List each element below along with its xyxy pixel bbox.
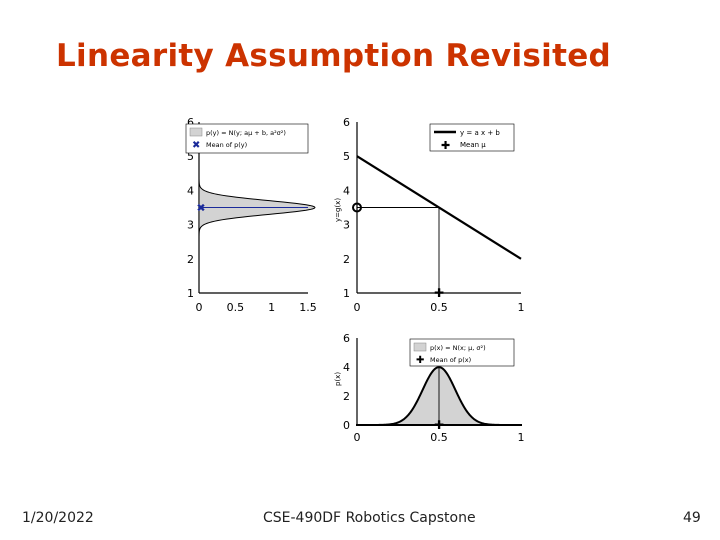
y-tick-label: 6	[187, 116, 194, 129]
py-legend: p(y) = N(y; aμ + b, a²σ²) ✖ Mean of p(y)	[185, 123, 309, 154]
x-tick-label: 0	[196, 301, 203, 314]
y-tick-label: 3	[343, 219, 350, 232]
legend-swatch-fill	[189, 127, 203, 137]
x-tick-label: 0.5	[430, 431, 448, 444]
px-legend: p(x) = N(x; μ, σ²) ✚ Mean of p(x)	[409, 338, 515, 367]
y-tick-label: 2	[343, 390, 350, 403]
x-tick-label: 0.5	[227, 301, 245, 314]
x-tick-label: 1	[518, 301, 525, 314]
y-tick-label: 2	[343, 253, 350, 266]
x-tick-label: 0	[354, 301, 361, 314]
px-mean-marker: ✚	[434, 418, 444, 432]
mapped-mean-marker	[352, 202, 362, 213]
y-tick-label: 5	[343, 150, 350, 163]
legend-entry: p(y) = N(y; aμ + b, a²σ²)	[206, 129, 286, 137]
y-tick-label: 2	[187, 253, 194, 266]
x-tick-label: 1.5	[299, 301, 317, 314]
y-axis-label: y=g(x)	[334, 198, 342, 222]
py-panel: ✖ 0 0.5 1 1.5 1 2 3 4 5 6	[187, 116, 317, 314]
legend-entry: p(x) = N(x; μ, σ²)	[430, 344, 486, 352]
footer-date: 1/20/2022	[22, 510, 94, 526]
page-number: 49	[683, 510, 701, 526]
slide-title: Linearity Assumption Revisited	[56, 38, 612, 74]
y-tick-label: 5	[187, 150, 194, 163]
px-panel: ✚ 0 0.5 1 0 2 4 6	[343, 332, 525, 444]
y-tick-label: 6	[343, 116, 350, 129]
plus-marker-icon: ✚	[441, 139, 450, 152]
y-tick-label: 4	[343, 361, 350, 374]
x-mean-marker: ✚	[434, 286, 444, 300]
legend-entry: y = a x + b	[460, 129, 500, 137]
x-tick-label: 0.5	[430, 301, 448, 314]
y-tick-label: 1	[187, 287, 194, 300]
x-tick-label: 0	[354, 431, 361, 444]
linear-map-panel: ✚ 0 0.5 1 1 2 3 4 5 6	[343, 116, 525, 314]
y-tick-label: 4	[343, 184, 350, 197]
legend-entry: Mean μ	[460, 141, 486, 149]
plus-marker-icon: ✚	[416, 355, 424, 366]
y-tick-label: 1	[343, 287, 350, 300]
x-marker-icon: ✖	[192, 140, 200, 151]
legend-entry: Mean of p(x)	[430, 356, 471, 364]
x-tick-label: 1	[268, 301, 275, 314]
footer-course: CSE-490DF Robotics Capstone	[263, 510, 476, 526]
y-tick-label: 6	[343, 332, 350, 345]
y-tick-label: 4	[187, 184, 194, 197]
py-mean-marker: ✖	[196, 202, 205, 215]
y-tick-label: 3	[187, 219, 194, 232]
legend-entry: Mean of p(y)	[206, 141, 247, 149]
y-axis-label: p(x)	[334, 372, 342, 386]
legend-swatch-fill	[413, 342, 427, 352]
map-legend: y = a x + b ✚ Mean μ	[429, 123, 515, 152]
y-tick-label: 0	[343, 419, 350, 432]
x-tick-label: 1	[518, 431, 525, 444]
